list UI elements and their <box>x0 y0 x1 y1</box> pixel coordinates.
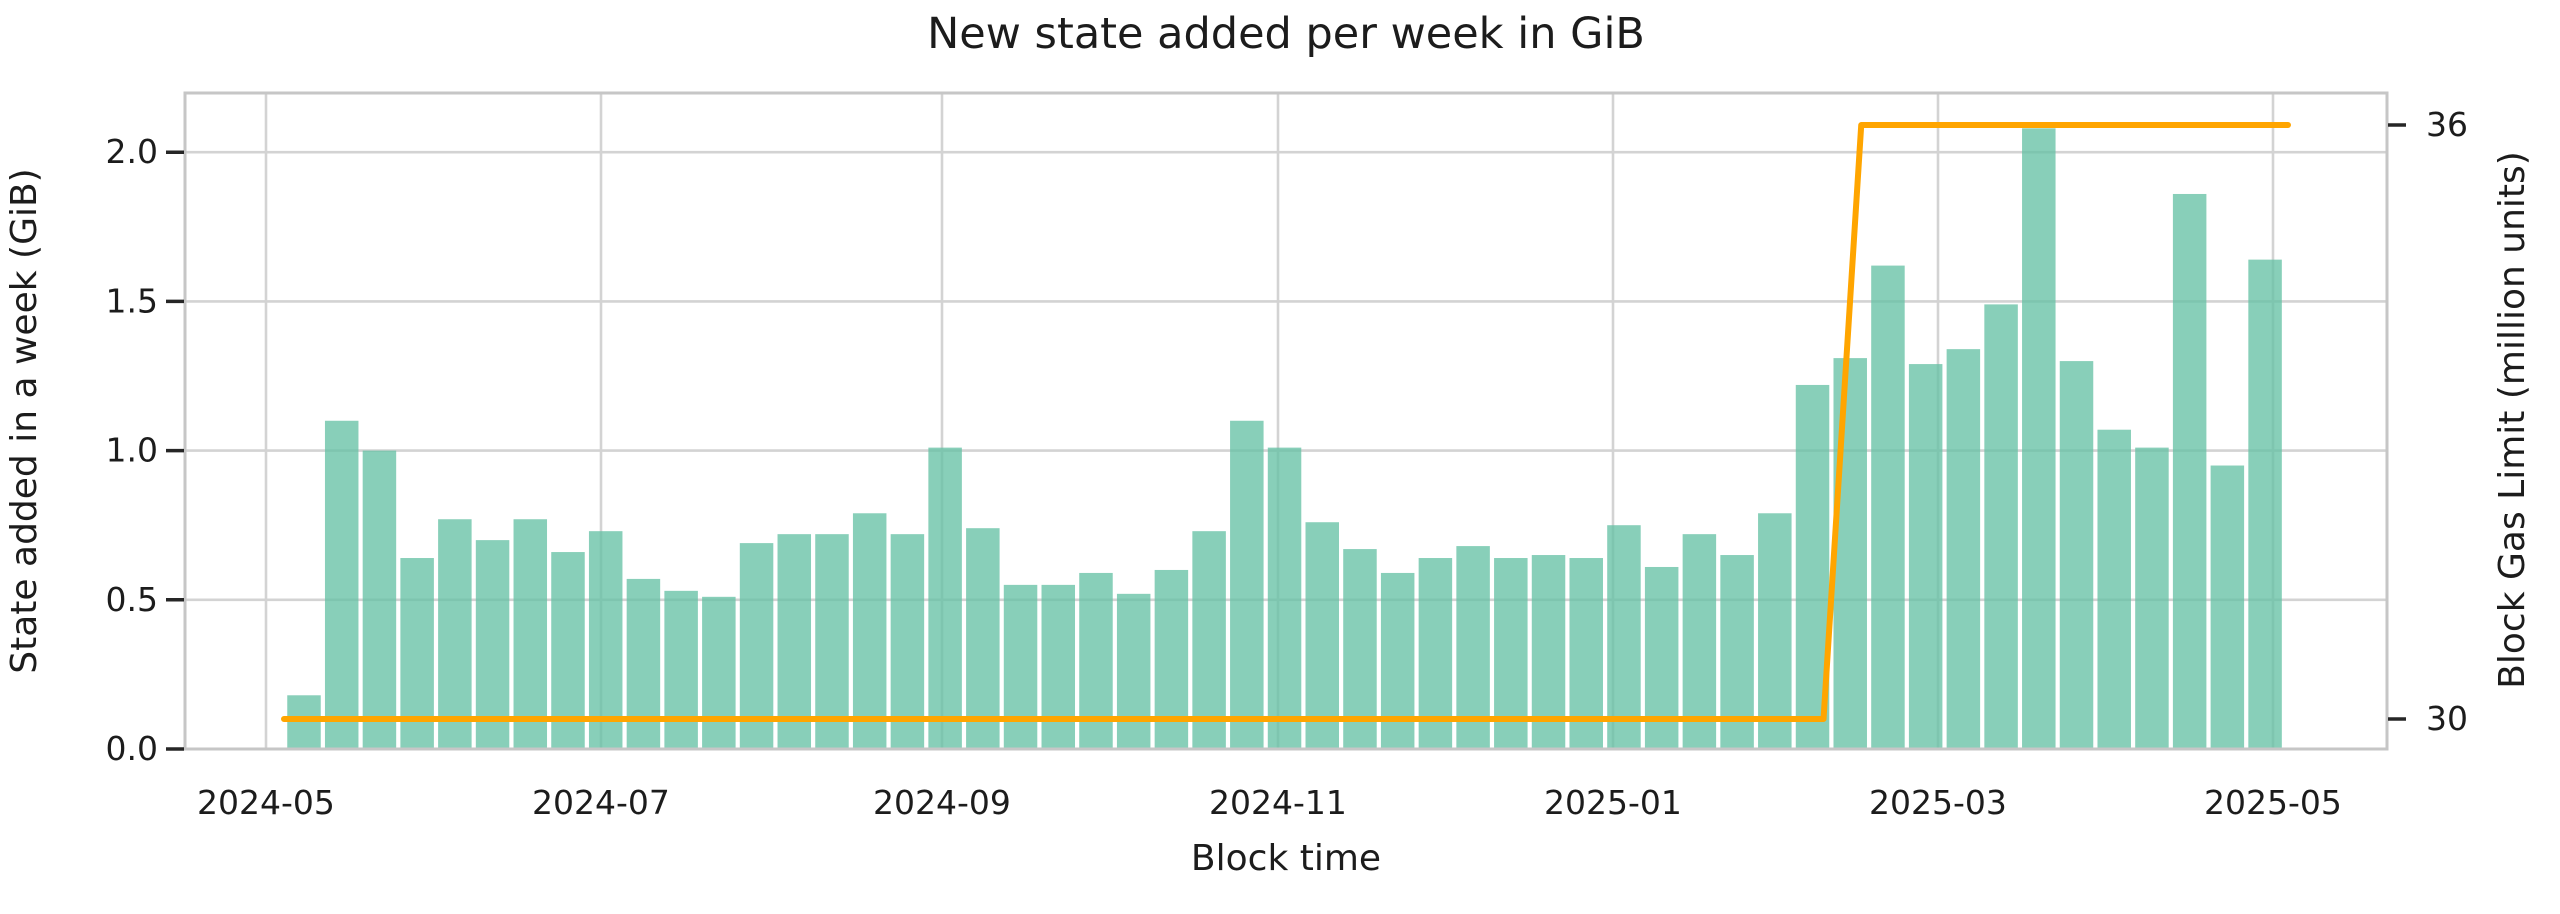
gas-limit-line-layer <box>281 122 2291 722</box>
bar <box>1003 584 1038 748</box>
bar-series <box>287 128 2282 748</box>
bar <box>1720 555 1754 748</box>
x-tick-label: 2025-05 <box>2204 783 2342 822</box>
x-tick-label: 2025-01 <box>1544 783 1682 822</box>
bar <box>1230 420 1264 748</box>
gas-limit-line <box>281 122 2291 722</box>
x-tick-label: 2024-09 <box>873 783 1011 822</box>
bar <box>739 543 774 748</box>
bar <box>2248 259 2282 748</box>
bar <box>2135 447 2169 748</box>
grid-layer <box>185 93 2387 749</box>
y-tick-label-left: 0.0 <box>106 729 158 768</box>
bar <box>1531 555 1566 748</box>
bar <box>1267 447 1302 748</box>
bar <box>1041 584 1076 748</box>
bar <box>1833 358 1867 748</box>
bar <box>1871 265 1905 748</box>
bar <box>1984 304 2018 748</box>
bar <box>1192 531 1226 748</box>
bar <box>1682 534 1717 748</box>
bar <box>2097 429 2131 748</box>
y-axis-label-right: Block Gas Limit (million units) <box>2492 151 2533 689</box>
bar <box>2022 128 2056 748</box>
bar <box>702 596 736 748</box>
x-axis-label: Block time <box>1191 838 1381 879</box>
y-axis-label-left: State added in a week (GiB) <box>4 168 45 673</box>
bar <box>1946 349 1981 748</box>
y-tick-label-left: 1.5 <box>106 281 158 320</box>
bar <box>1305 522 1340 748</box>
bar <box>1758 513 1792 748</box>
bar <box>664 590 698 748</box>
bar <box>928 447 962 748</box>
y-tick-label-left: 0.5 <box>106 580 158 619</box>
bar <box>966 528 1000 748</box>
bar <box>777 534 812 748</box>
y-tick-label-right: 36 <box>2426 105 2468 144</box>
bar <box>1116 593 1151 748</box>
bar <box>2172 193 2207 748</box>
x-tick-label: 2025-03 <box>1869 783 2007 822</box>
bar <box>1343 549 1377 748</box>
bar <box>324 420 359 748</box>
bar <box>588 531 623 748</box>
bar <box>852 513 887 748</box>
bar <box>2059 361 2094 748</box>
bar <box>475 540 510 748</box>
axes-spines <box>183 91 2389 751</box>
bar <box>513 519 548 748</box>
chart-title: New state added per week in GiB <box>927 9 1645 59</box>
bar <box>626 578 661 748</box>
y-tick-label-left: 1.0 <box>106 431 158 470</box>
bar <box>1908 364 1943 748</box>
axes-frame-layer <box>183 91 2389 751</box>
bar <box>551 552 585 748</box>
bar <box>438 519 472 748</box>
bar <box>815 534 849 748</box>
y-tick-label-right: 30 <box>2426 699 2468 738</box>
x-tick-label: 2024-07 <box>532 783 670 822</box>
bar <box>1607 525 1641 748</box>
bar <box>1456 546 1490 748</box>
x-tick-label: 2024-05 <box>197 783 335 822</box>
bar <box>362 450 397 748</box>
y-tick-label-left: 2.0 <box>106 132 158 171</box>
bar <box>890 534 925 748</box>
bar <box>2210 465 2245 748</box>
x-tick-label: 2024-11 <box>1209 783 1347 822</box>
tick-layer: 0.0 0.5 1.0 1.5 2.0 30 36 2024-05 2024-07 2024-09… <box>106 105 2468 822</box>
